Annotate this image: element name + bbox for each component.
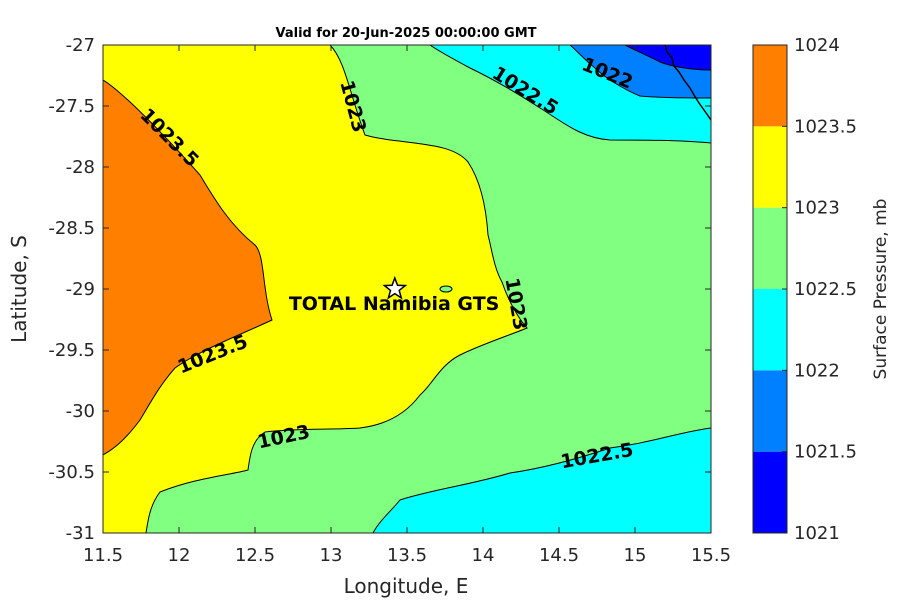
x-tick-label: 14.5: [539, 545, 579, 566]
colorbar-swatch: [753, 126, 787, 208]
x-tick-label: 12: [168, 545, 191, 566]
y-tick-label: -30: [66, 401, 95, 422]
x-tick-label: 12.5: [235, 545, 275, 566]
colorbar-tick-label: 1021.5: [794, 442, 857, 463]
y-tick-label: -30.5: [48, 462, 95, 483]
coastline: [664, 45, 711, 121]
y-tick-label: -29: [66, 279, 95, 300]
y-tick-label: -29.5: [48, 340, 95, 361]
colorbar-swatch: [753, 45, 787, 127]
x-axis-title: Longitude, E: [344, 574, 469, 598]
y-tick-label: -28: [66, 157, 95, 178]
colorbar-tick-label: 1021: [794, 523, 840, 544]
colorbar-swatch: [753, 289, 787, 371]
fill-1021-band: [624, 45, 711, 71]
x-tick-label: 13.5: [387, 545, 427, 566]
colorbar-tick-label: 1022: [794, 360, 840, 381]
contour-fills: [103, 45, 711, 533]
y-tick-label: -27: [66, 35, 95, 56]
plot-title: Valid for 20-Jun-2025 00:00:00 GMT: [276, 26, 537, 41]
x-tick-label: 15: [624, 545, 647, 566]
colorbar: 1024 1023.5 1023 1022.5 1022 1021.5 1021: [752, 35, 857, 544]
x-tick-label: 11.5: [83, 545, 123, 566]
fill-1023-band: [103, 45, 528, 533]
y-tick-label: -28.5: [48, 218, 95, 239]
y-tick-label: -27.5: [48, 96, 95, 117]
star-icon: [382, 275, 408, 300]
y-tick-label: -31: [66, 523, 95, 544]
colorbar-tick-label: 1023: [794, 198, 840, 219]
colorbar-swatch: [753, 207, 787, 289]
colorbar-swatch: [753, 370, 787, 452]
fill-1023.5-region: [103, 79, 273, 456]
colorbar-title: Surface Pressure, mb: [871, 199, 891, 380]
site-marker: TOTAL Namibia GTS: [289, 275, 500, 315]
y-axis-title: Latitude, S: [7, 235, 31, 343]
y-axis-ticks: -27 -27.5 -28 -28.5 -29 -29.5 -30 -30.5 -31: [48, 35, 711, 544]
x-tick-label: 13: [320, 545, 343, 566]
site-marker-label: TOTAL Namibia GTS: [289, 293, 500, 315]
x-axis-ticks: 11.5 12 12.5 13 13.5 14 14.5 15 15.5: [83, 45, 731, 566]
fill-1022-band-bottom: [372, 427, 711, 533]
x-tick-label: 15.5: [691, 545, 731, 566]
colorbar-tick-label: 1023.5: [794, 116, 857, 137]
fill-1022.5-island: [439, 285, 453, 293]
colorbar-tick-label: 1024: [794, 35, 840, 56]
colorbar-tick-label: 1022.5: [794, 279, 857, 300]
colorbar-swatch: [753, 451, 787, 533]
x-tick-label: 14: [472, 545, 495, 566]
